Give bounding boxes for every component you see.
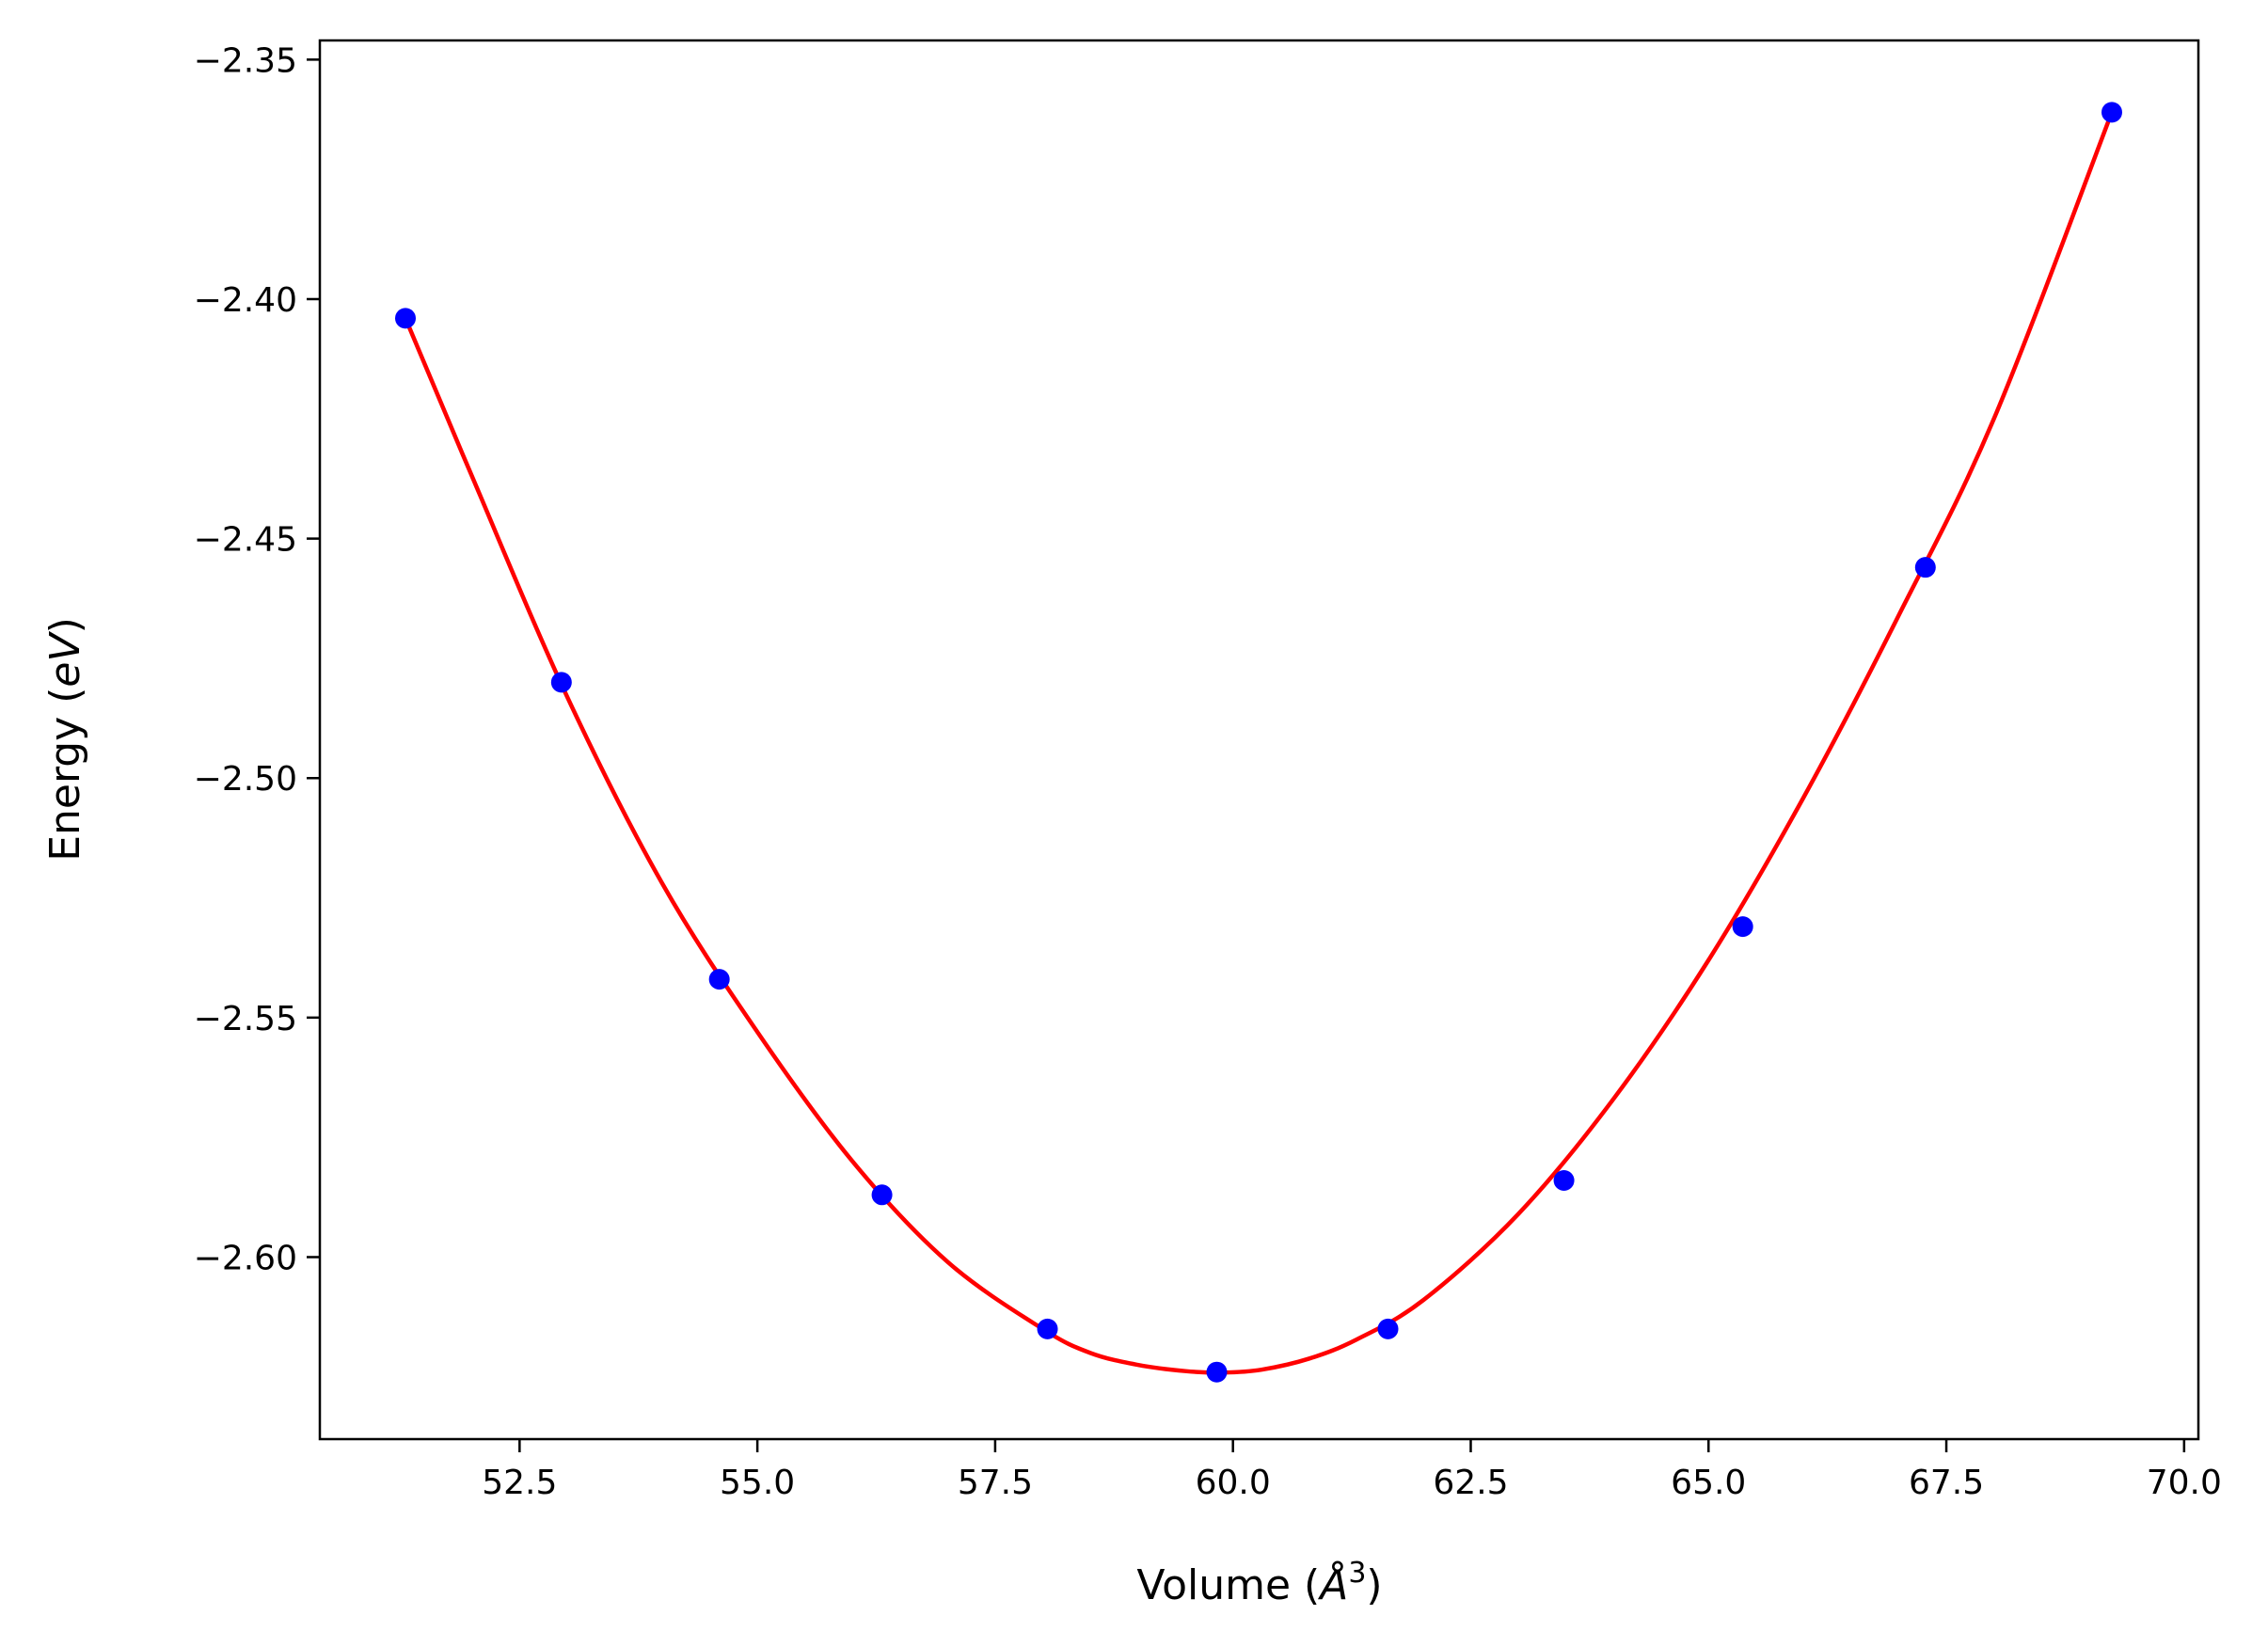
data-point <box>1914 557 1936 578</box>
x-tick-label: 52.5 <box>482 1464 557 1502</box>
data-point <box>550 672 572 693</box>
x-axis-label-text: Volume <box>1136 1561 1291 1609</box>
y-axis-ticks: −2.35 −2.40 −2.45 −2.50 −2.55 −2.60 <box>194 41 320 1277</box>
data-point <box>871 1184 893 1206</box>
x-tick-label: 65.0 <box>1671 1464 1746 1502</box>
y-tick-label: −2.45 <box>194 521 297 560</box>
data-points-layer <box>395 102 2122 1383</box>
data-point <box>2101 102 2122 123</box>
data-point <box>1553 1170 1575 1192</box>
y-tick-label: −2.60 <box>194 1239 297 1277</box>
x-tick-label: 55.0 <box>720 1464 795 1502</box>
x-axis-unit: Å <box>1317 1560 1348 1609</box>
y-axis-label: Energy (eV) <box>41 617 89 862</box>
x-tick-label: 67.5 <box>1909 1464 1984 1502</box>
x-tick-label: 60.0 <box>1196 1464 1271 1502</box>
fit-curve-line <box>403 111 2115 1375</box>
y-tick-label: −2.50 <box>194 760 297 799</box>
x-tick-label: 62.5 <box>1433 1464 1508 1502</box>
y-axis-unit: eV <box>41 631 89 688</box>
y-tick-label: −2.55 <box>194 1000 297 1038</box>
x-tick-label: 70.0 <box>2147 1464 2222 1502</box>
data-point <box>395 308 417 329</box>
plot-frame <box>318 39 2200 1441</box>
x-tick-label: 57.5 <box>958 1464 1033 1502</box>
data-point <box>1732 916 1753 938</box>
data-point <box>1377 1318 1399 1339</box>
x-axis-unit-exponent: 3 <box>1348 1557 1366 1590</box>
fit-curve-layer <box>403 111 2115 1375</box>
x-axis-label: Volume (Å3) <box>1136 1557 1382 1609</box>
y-tick-label: −2.40 <box>194 281 297 320</box>
y-axis-label-text: Energy <box>41 717 89 862</box>
data-point <box>1037 1318 1058 1339</box>
data-point <box>708 969 730 990</box>
x-axis-ticks: 52.5 55.0 57.5 60.0 62.5 65.0 67.5 70.0 <box>482 1439 2222 1502</box>
data-point <box>1206 1361 1228 1383</box>
y-tick-label: −2.35 <box>194 41 297 80</box>
